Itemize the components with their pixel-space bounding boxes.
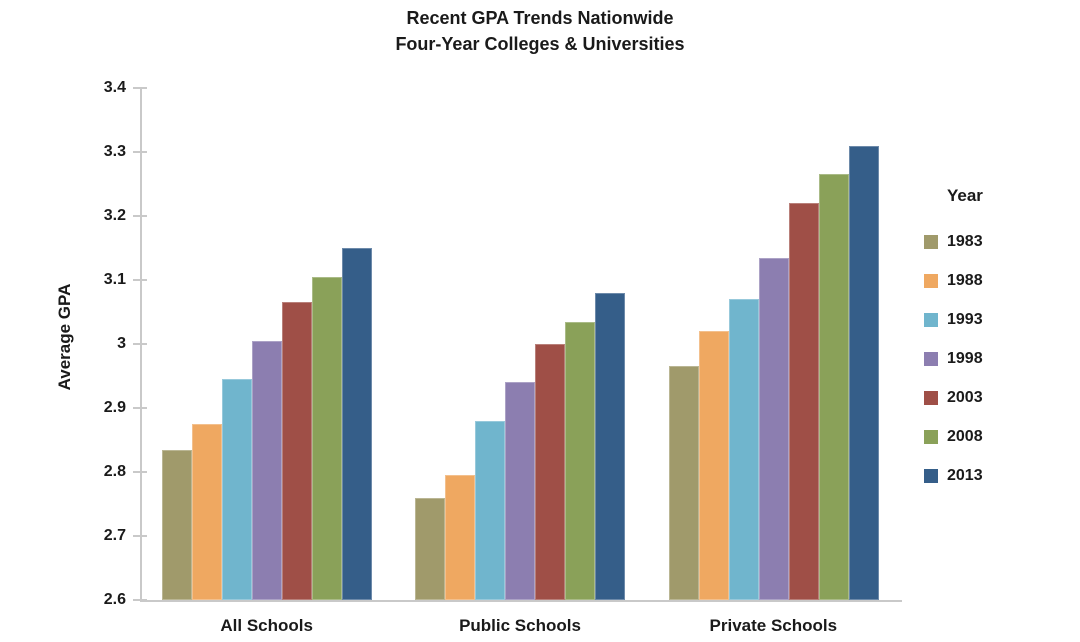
bar-public-schools-1988: [445, 475, 476, 600]
bar-public-schools-1993: [475, 420, 506, 600]
legend-item-1988: 1988: [924, 261, 1074, 300]
legend-item-1998: 1998: [924, 339, 1074, 378]
legend-label-1993: 1993: [947, 310, 983, 328]
bar-private-schools-1998: [758, 257, 789, 600]
legend-item-2013: 2013: [924, 456, 1074, 495]
bar-private-schools-2013: [848, 145, 879, 600]
legend-label-1988: 1988: [947, 271, 983, 289]
bar-public-schools-2008: [565, 321, 596, 600]
legend-swatch-1983: [924, 234, 938, 249]
y-tick-label-2.8: 2.8: [103, 463, 126, 480]
y-tick-label-2.9: 2.9: [103, 399, 126, 416]
y-tick-label-3: 3: [117, 335, 126, 352]
y-tick-label-3.2: 3.2: [103, 207, 126, 224]
chart-title-line2: Four-Year Colleges & Universities: [395, 34, 685, 54]
bar-all-schools-1988: [192, 424, 222, 600]
legend-item-2008: 2008: [924, 417, 1074, 456]
legend-label-2008: 2008: [947, 427, 983, 445]
y-tick-label-3.3: 3.3: [103, 143, 126, 160]
y-tick-label-3.1: 3.1: [103, 271, 126, 288]
bar-public-schools-2003: [535, 344, 566, 600]
bar-all-schools-1983: [162, 449, 192, 600]
bar-private-schools-1988: [698, 331, 729, 600]
x-category-label-all-schools: All Schools: [220, 616, 313, 635]
bar-public-schools-1983: [415, 497, 446, 600]
legend-title: Year: [947, 186, 983, 205]
legend-label-2013: 2013: [947, 466, 983, 484]
legend-swatch-1998: [924, 351, 938, 366]
legend-swatch-1993: [924, 312, 938, 327]
bar-private-schools-2003: [788, 203, 819, 600]
bar-private-schools-1993: [728, 299, 759, 600]
legend-swatch-1988: [924, 273, 938, 288]
x-category-label-private-schools: Private Schools: [709, 616, 838, 635]
chart-title-line1: Recent GPA Trends Nationwide: [406, 8, 674, 28]
legend-swatch-2008: [924, 429, 938, 444]
legend-item-1983: 1983: [924, 222, 1074, 261]
plot-area: [140, 88, 902, 602]
bar-public-schools-2013: [595, 292, 626, 600]
legend-label-1983: 1983: [947, 232, 983, 250]
y-axis-label: Average GPA: [55, 283, 74, 391]
y-tick-label-2.6: 2.6: [103, 591, 126, 608]
legend: Year 1983 1988 1993 1998 2003 2008 2013: [924, 186, 1074, 495]
bar-all-schools-2013: [342, 248, 372, 600]
bar-all-schools-2003: [282, 302, 312, 600]
legend-swatch-2013: [924, 468, 938, 483]
bar-private-schools-2008: [818, 174, 849, 600]
chart-title: Recent GPA Trends Nationwide Four-Year C…: [0, 5, 1080, 57]
y-tick-label-2.7: 2.7: [103, 527, 126, 544]
bar-all-schools-1993: [222, 379, 252, 600]
y-tick-label-3.4: 3.4: [103, 79, 126, 96]
bar-group-all-schools: [162, 248, 372, 600]
legend-swatch-2003: [924, 390, 938, 405]
x-category-label-public-schools: Public Schools: [459, 616, 581, 635]
bar-all-schools-2008: [312, 276, 342, 600]
legend-item-1993: 1993: [924, 300, 1074, 339]
legend-item-2003: 2003: [924, 378, 1074, 417]
bar-group-private-schools: [668, 145, 879, 600]
bar-public-schools-1998: [505, 382, 536, 600]
bar-group-public-schools: [415, 292, 626, 600]
bar-all-schools-1998: [252, 340, 282, 600]
legend-label-1998: 1998: [947, 349, 983, 367]
bar-private-schools-1983: [668, 366, 699, 600]
legend-items: 1983 1988 1993 1998 2003 2008 2013: [924, 222, 1074, 495]
legend-label-2003: 2003: [947, 388, 983, 406]
